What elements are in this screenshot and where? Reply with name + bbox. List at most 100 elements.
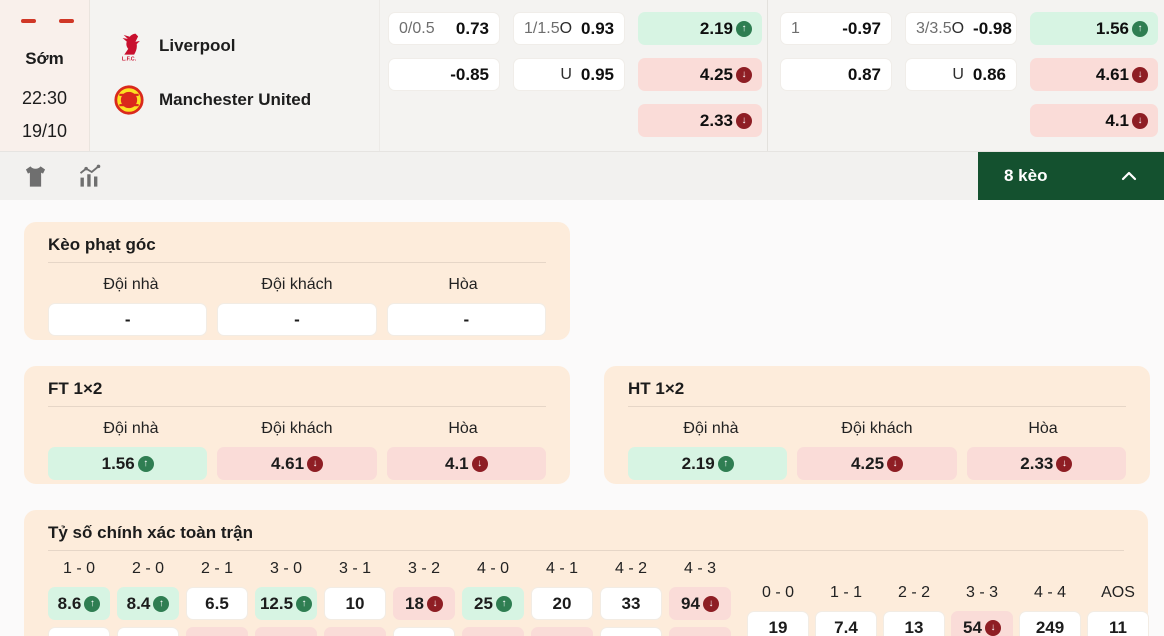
score-odds-cell[interactable]: 12.5 ↑ [255,587,317,620]
score-odds-cell[interactable]: 13 [883,611,945,636]
trend-up-icon: ↑ [717,455,734,472]
stats-chart-icon[interactable] [76,163,103,190]
bets-count-button[interactable]: 8 kèo [978,152,1164,200]
corner-odds-card: Kèo phạt góc Đội nhà Đội khách Hòa - - - [24,222,570,340]
score-odds-cell[interactable]: 25 ↑ [462,587,524,620]
score-odds-cell-partial[interactable] [669,627,731,636]
score-odds-cell-partial[interactable] [393,627,455,636]
odds-group-left: 0/0.5 0.73 -0.85 1/1.5 O 0.93 [388,12,762,151]
score-odds-cell[interactable]: 8.4 ↑ [117,587,179,620]
handicap-odds-cell[interactable]: 0.87 [780,58,892,91]
ft-draw-odds-cell[interactable]: 4.1 ↓ [386,447,546,480]
1x2-odds-cell[interactable]: 2.33 ↓ [638,104,762,137]
1x2-odds-cell[interactable]: 1.56 ↑ [1030,12,1158,45]
score-label: 3 - 1 [338,560,371,577]
away-team-row[interactable]: Manchester United [114,83,379,117]
home-header: Đội nhà [103,420,159,437]
score-odds-cell[interactable]: 33 [600,587,662,620]
handicap-odds-cell[interactable]: 0/0.5 0.73 [388,12,500,45]
score-odds-cell-partial[interactable] [186,627,248,636]
trend-down-icon: ↓ [1056,455,1073,472]
draw-header: Hòa [1028,420,1058,437]
card-title: Kèo phạt góc [48,234,546,263]
draw-header: Hòa [448,420,478,437]
1x2-odds-cell[interactable]: 4.1 ↓ [1030,104,1158,137]
score-label: 4 - 3 [683,560,716,577]
jersey-icon[interactable] [22,163,49,190]
trend-up-icon: ↑ [1132,20,1148,37]
teams-column: L.F.C. Liverpool Manchester United [90,0,380,151]
away-header: Đội khách [261,420,333,437]
draw-scores-grid: 0 - 0 19 1 - 1 7.4 2 - 2 [747,581,1149,636]
ht-draw-odds-cell[interactable]: 2.33 ↓ [966,447,1126,480]
score-odds-cell-partial[interactable] [600,627,662,636]
score-label: 3 - 2 [407,560,440,577]
chevron-up-icon [1121,171,1137,181]
1x2-odds-cell[interactable]: 4.61 ↓ [1030,58,1158,91]
svg-text:L.F.C.: L.F.C. [122,56,137,61]
score-odds-cell[interactable]: 249 [1019,611,1081,636]
score-odds-cell[interactable]: 10 [324,587,386,620]
handicap-odds-cell[interactable]: -0.85 [388,58,500,91]
bets-count-label: 8 kèo [1004,166,1048,185]
score-odds-cell[interactable]: 54 ↓ [951,611,1013,636]
man-united-logo-icon [114,85,144,115]
score-label: 1 - 1 [829,584,862,601]
away-team-name: Manchester United [159,90,312,109]
corner-away-odds-cell[interactable]: - [217,303,377,336]
score-odds-cell[interactable]: 7.4 [815,611,877,636]
ft-away-odds-cell[interactable]: 4.61 ↓ [217,447,377,480]
odds-group-right: 1 -0.97 0.87 3/3.5 O -0.98 [780,12,1158,151]
over-odds-cell[interactable]: 3/3.5 O -0.98 [905,12,1017,45]
trend-down-icon: ↓ [1132,66,1148,83]
1x2-odds-cell[interactable]: 4.25 ↓ [638,58,762,91]
score-odds-cell[interactable]: 11 [1087,611,1149,636]
score-odds-cell-partial[interactable] [117,627,179,636]
score-label: 0 - 0 [761,584,794,601]
ht-1x2-card: HT 1×2 Đội nhà Đội khách Hòa 2.19 ↑ 4.25 ↓… [604,366,1150,484]
score-odds-cell[interactable]: 94 ↓ [669,587,731,620]
red-dash-icon [21,19,36,23]
score-odds-cell[interactable]: 19 [747,611,809,636]
score-label: 2 - 0 [131,560,164,577]
score-odds-cell-partial[interactable] [324,627,386,636]
away-header: Đội khách [261,276,333,293]
trend-down-icon: ↓ [887,455,904,472]
score-odds-cell[interactable]: 8.6 ↑ [48,587,110,620]
over-odds-cell[interactable]: 1/1.5 O 0.93 [513,12,625,45]
score-label: 2 - 2 [897,584,930,601]
markets-area: Kèo phạt góc Đội nhà Đội khách Hòa - - -… [0,200,1164,636]
score-odds-cell-partial[interactable] [531,627,593,636]
home-team-row[interactable]: L.F.C. Liverpool [114,29,379,63]
under-odds-cell[interactable]: U 0.95 [513,58,625,91]
1x2-odds-cell[interactable]: 2.19 ↑ [638,12,762,45]
match-status: Sớm [25,49,64,68]
match-date: 19/10 [21,121,68,141]
ft-home-odds-cell[interactable]: 1.56 ↑ [48,447,208,480]
score-label: 4 - 1 [545,560,578,577]
under-odds-cell[interactable]: U 0.86 [905,58,1017,91]
score-odds-cell[interactable]: 20 [531,587,593,620]
score-odds-cell-partial[interactable] [462,627,524,636]
match-row: Sớm 22:30 19/10 L.F.C. Liverpool Manche [0,0,1164,152]
ft-1x2-card: FT 1×2 Đội nhà Đội khách Hòa 1.56 ↑ 4.61 ↓… [24,366,570,484]
ht-away-odds-cell[interactable]: 4.25 ↓ [797,447,957,480]
handicap-odds-cell[interactable]: 1 -0.97 [780,12,892,45]
corner-home-odds-cell[interactable]: - [48,303,208,336]
corner-draw-odds-cell[interactable]: - [386,303,546,336]
score-odds-cell[interactable]: 18 ↓ [393,587,455,620]
ht-home-odds-cell[interactable]: 2.19 ↑ [628,447,788,480]
score-odds-cell-partial[interactable] [48,627,110,636]
card-title: Tỷ số chính xác toàn trận [48,522,1124,551]
match-time-column: Sớm 22:30 19/10 [0,0,90,151]
score-label: 3 - 0 [269,560,302,577]
score-label: AOS [1101,584,1135,601]
score-odds-cell[interactable]: 6.5 [186,587,248,620]
card-title: HT 1×2 [628,378,1126,407]
liverpool-logo-icon: L.F.C. [122,33,140,61]
score-odds-cell-partial[interactable] [255,627,317,636]
score-label: 1 - 0 [62,560,95,577]
trend-down-icon: ↓ [736,66,752,83]
main-scores-grid: 1 - 0 8.6 ↑ 2 - 0 8.4 ↑ 2 - [48,557,731,636]
